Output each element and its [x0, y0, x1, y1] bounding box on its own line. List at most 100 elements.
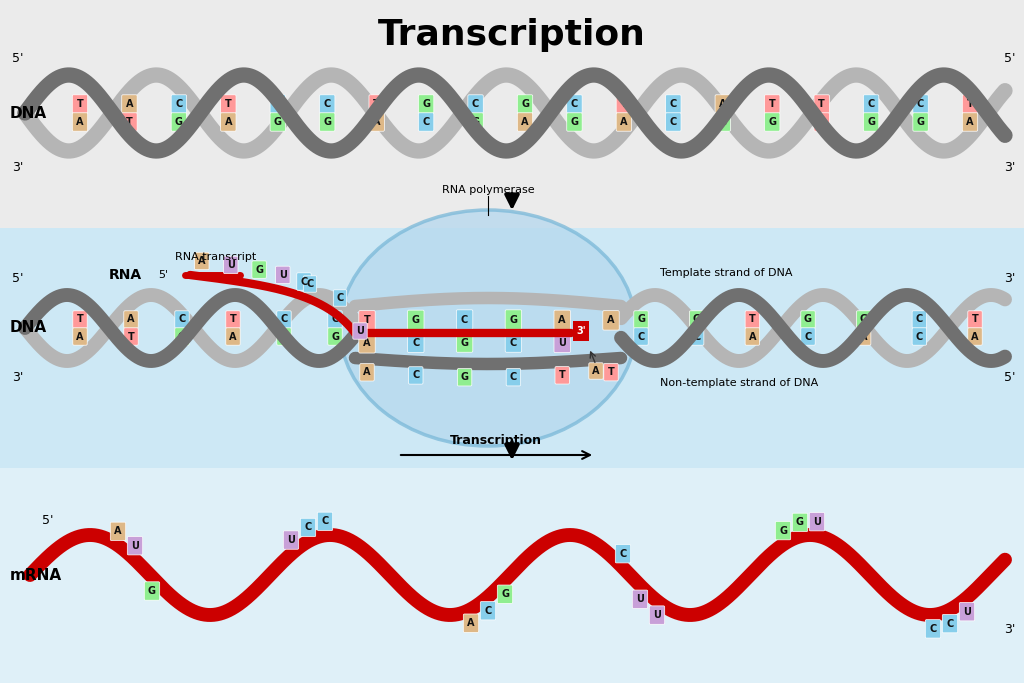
Text: DNA: DNA [10, 320, 47, 335]
Text: A: A [971, 331, 979, 342]
Text: U: U [558, 338, 566, 348]
Text: A: A [224, 117, 232, 127]
Text: 3': 3' [12, 371, 24, 384]
Text: RNA transcript: RNA transcript [175, 252, 256, 262]
Text: C: C [175, 99, 182, 109]
Text: G: G [768, 117, 776, 127]
FancyBboxPatch shape [863, 95, 879, 113]
Text: G: G [331, 331, 339, 342]
Text: G: G [178, 331, 186, 342]
Text: A: A [621, 117, 628, 127]
Text: Transcription: Transcription [450, 434, 542, 447]
FancyBboxPatch shape [666, 113, 681, 131]
Text: A: A [749, 331, 756, 342]
Text: C: C [915, 314, 923, 324]
Text: A: A [76, 331, 84, 342]
Text: T: T [364, 316, 371, 325]
Text: A: A [126, 99, 133, 109]
Text: G: G [796, 518, 804, 527]
Text: 5': 5' [1005, 371, 1016, 384]
Text: G: G [255, 264, 263, 275]
FancyBboxPatch shape [300, 518, 315, 537]
FancyBboxPatch shape [270, 95, 286, 113]
FancyBboxPatch shape [506, 369, 520, 386]
FancyBboxPatch shape [73, 311, 87, 329]
FancyBboxPatch shape [359, 363, 374, 381]
Text: C: C [274, 99, 282, 109]
FancyBboxPatch shape [252, 261, 266, 278]
FancyBboxPatch shape [73, 113, 88, 131]
FancyBboxPatch shape [319, 95, 335, 113]
Text: T: T [749, 314, 756, 324]
Text: G: G [273, 117, 282, 127]
Text: T: T [374, 99, 380, 109]
FancyBboxPatch shape [122, 113, 137, 131]
Text: C: C [915, 331, 923, 342]
FancyBboxPatch shape [468, 95, 483, 113]
Text: 3': 3' [1005, 161, 1016, 174]
Text: C: C [620, 548, 627, 559]
Text: G: G [412, 315, 420, 325]
Text: A: A [229, 331, 237, 342]
FancyBboxPatch shape [555, 367, 569, 384]
Text: Non-template strand of DNA: Non-template strand of DNA [660, 378, 818, 388]
FancyBboxPatch shape [297, 273, 311, 290]
Text: C: C [670, 117, 677, 127]
FancyBboxPatch shape [912, 328, 927, 345]
Text: C: C [510, 337, 517, 348]
Text: C: C [510, 372, 517, 382]
Text: mRNA: mRNA [10, 568, 62, 583]
FancyBboxPatch shape [554, 310, 570, 330]
Text: C: C [332, 314, 339, 324]
Text: U: U [653, 610, 660, 620]
Text: C: C [178, 314, 185, 324]
FancyBboxPatch shape [284, 531, 299, 549]
Text: A: A [76, 117, 84, 127]
Text: G: G [501, 589, 509, 599]
FancyBboxPatch shape [457, 333, 473, 352]
Text: 5': 5' [12, 52, 24, 65]
FancyBboxPatch shape [566, 95, 583, 113]
FancyBboxPatch shape [856, 328, 870, 345]
FancyBboxPatch shape [127, 537, 142, 555]
Text: G: G [280, 331, 288, 342]
FancyBboxPatch shape [175, 328, 189, 345]
Text: U: U [287, 535, 295, 545]
FancyBboxPatch shape [968, 311, 982, 329]
FancyBboxPatch shape [616, 95, 632, 113]
Text: C: C [805, 331, 812, 342]
Text: U: U [279, 270, 287, 280]
Text: 5': 5' [42, 514, 53, 527]
FancyBboxPatch shape [353, 323, 368, 339]
Text: T: T [77, 99, 83, 109]
Text: 5': 5' [12, 272, 24, 285]
FancyBboxPatch shape [912, 311, 927, 329]
FancyBboxPatch shape [270, 113, 286, 131]
FancyBboxPatch shape [603, 311, 620, 330]
FancyBboxPatch shape [220, 113, 237, 131]
Text: T: T [559, 370, 565, 380]
Text: A: A [373, 117, 381, 127]
Text: G: G [779, 526, 787, 535]
FancyBboxPatch shape [517, 113, 532, 131]
Text: A: A [719, 99, 726, 109]
Text: U: U [636, 594, 644, 604]
Text: U: U [963, 607, 971, 617]
Text: A: A [607, 316, 614, 325]
Text: A: A [521, 117, 528, 127]
Text: A: A [558, 315, 566, 325]
FancyBboxPatch shape [505, 333, 521, 352]
FancyBboxPatch shape [554, 333, 570, 352]
FancyBboxPatch shape [634, 311, 648, 329]
FancyBboxPatch shape [634, 328, 648, 345]
Text: T: T [128, 331, 134, 342]
Text: T: T [769, 99, 775, 109]
FancyBboxPatch shape [419, 95, 434, 113]
Text: G: G [692, 314, 700, 324]
Text: G: G [422, 99, 430, 109]
FancyBboxPatch shape [111, 522, 126, 540]
Text: C: C [423, 117, 430, 127]
Text: U: U [131, 541, 139, 550]
Text: C: C [670, 99, 677, 109]
FancyBboxPatch shape [144, 582, 160, 600]
